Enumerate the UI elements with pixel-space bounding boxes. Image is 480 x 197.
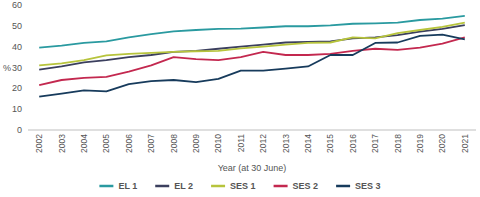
legend-swatch <box>336 185 350 188</box>
legend-swatch <box>155 185 169 188</box>
x-axis-label: Year (at 30 June) <box>218 163 287 173</box>
legend-swatch <box>211 185 225 188</box>
y-tick-label: 40 <box>12 42 22 52</box>
y-tick-label: 50 <box>12 21 22 31</box>
y-tick-label: 20 <box>12 83 22 93</box>
legend-label: EL 1 <box>118 181 137 191</box>
chart: 0 10 20 30 40 50 60% 2002 2003 2004 2005 2006 2007 20… <box>0 0 480 197</box>
series-line <box>39 35 465 97</box>
x-tick-label: 2021 <box>460 134 470 153</box>
x-tick-label: 2003 <box>57 134 67 153</box>
y-tick-label: 0 <box>17 125 22 135</box>
x-tick-label: 2006 <box>124 134 134 153</box>
x-tick-label: 2018 <box>393 134 403 153</box>
x-tick-label: 2017 <box>370 134 380 153</box>
x-tick-label: 2011 <box>236 134 246 153</box>
y-tick-label: 60 <box>12 0 22 10</box>
x-tick-label: 2005 <box>101 134 111 153</box>
series-line <box>39 37 465 85</box>
x-tick-label: 2015 <box>325 134 335 153</box>
legend-swatch <box>274 185 288 188</box>
series-line <box>39 23 465 66</box>
x-tick-label: 2002 <box>34 134 44 153</box>
x-tick-label: 2016 <box>348 134 358 153</box>
legend: EL 1 EL 2 SES 1 SES 2 SES 3 <box>99 181 380 191</box>
plot-lines <box>39 16 465 97</box>
x-tick-label: 2012 <box>258 134 268 153</box>
legend-label: SES 2 <box>293 181 319 191</box>
x-tick-label: 2008 <box>169 134 179 153</box>
x-tick-label: 2020 <box>437 134 447 153</box>
x-tick-label: 2014 <box>303 134 313 153</box>
x-tick-label: 2019 <box>415 134 425 153</box>
x-axis-line <box>28 130 476 131</box>
x-tick-label: 2010 <box>213 134 223 153</box>
y-tick-label: 30 <box>12 63 22 73</box>
x-tick-label: 2007 <box>146 134 156 153</box>
y-axis-label: % <box>3 63 11 73</box>
x-tick-label: 2009 <box>191 134 201 153</box>
y-tick-label: 10 <box>12 104 22 114</box>
legend-label: SES 3 <box>355 181 381 191</box>
legend-swatch <box>99 185 113 188</box>
legend-label: SES 1 <box>230 181 256 191</box>
x-tick-label: 2013 <box>281 134 291 153</box>
legend-label: EL 2 <box>174 181 193 191</box>
x-tick-label: 2004 <box>79 134 89 153</box>
